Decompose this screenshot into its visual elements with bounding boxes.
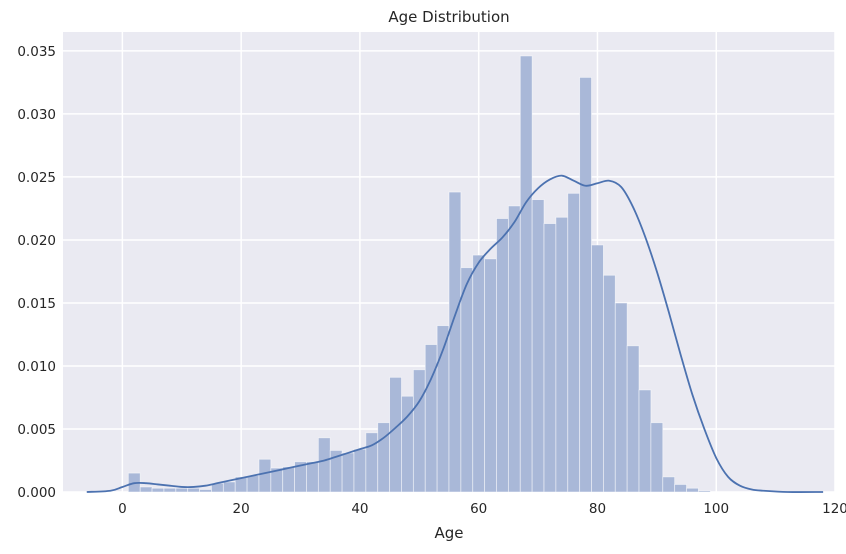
histogram-bar bbox=[222, 481, 236, 493]
histogram-bars bbox=[127, 55, 711, 493]
x-axis-title: Age bbox=[434, 524, 463, 542]
histogram-bar bbox=[389, 376, 402, 493]
histogram-bar bbox=[246, 475, 260, 493]
y-tick-label: 0.000 bbox=[17, 485, 56, 501]
y-tick-labels: 0.000 0.005 0.010 0.015 0.020 0.025 0.030 0.035 bbox=[17, 44, 56, 501]
histogram-bar bbox=[282, 466, 296, 493]
histogram-bar bbox=[686, 487, 699, 493]
histogram-bar bbox=[175, 487, 189, 493]
histogram-bar bbox=[199, 489, 212, 493]
histogram-bar bbox=[187, 487, 200, 493]
histogram-bar bbox=[603, 274, 616, 493]
y-tick-label: 0.005 bbox=[17, 422, 56, 438]
y-tick-label: 0.025 bbox=[17, 170, 56, 186]
x-tick-label: 120 bbox=[822, 501, 846, 517]
histogram-bar bbox=[579, 76, 592, 493]
histogram-bar bbox=[507, 205, 521, 493]
x-tick-label: 20 bbox=[233, 501, 250, 517]
histogram-bar bbox=[317, 437, 331, 493]
histogram-bar bbox=[412, 369, 426, 493]
histogram-bar bbox=[377, 422, 391, 493]
y-tick-label: 0.015 bbox=[17, 296, 56, 312]
histogram-bar bbox=[591, 244, 604, 493]
histogram-bar bbox=[460, 267, 474, 493]
y-tick-label: 0.030 bbox=[17, 107, 56, 123]
histogram-bar bbox=[650, 422, 664, 493]
x-tick-label: 40 bbox=[351, 501, 368, 517]
histogram-bar bbox=[163, 487, 177, 493]
histogram-bar bbox=[151, 487, 165, 493]
histogram-bar bbox=[139, 486, 153, 493]
histogram-bar bbox=[638, 389, 652, 493]
y-tick-label: 0.010 bbox=[17, 359, 56, 375]
histogram-bar bbox=[496, 218, 509, 493]
histogram-bar bbox=[698, 490, 711, 493]
chart-title: Age Distribution bbox=[388, 8, 509, 26]
histogram-bar bbox=[531, 199, 545, 493]
histogram-bar bbox=[674, 484, 687, 493]
y-tick-label: 0.035 bbox=[17, 44, 56, 60]
histogram-bar bbox=[567, 192, 581, 493]
histogram-bar bbox=[353, 448, 367, 493]
histogram-bar bbox=[448, 191, 462, 493]
histogram-bar bbox=[626, 345, 640, 493]
x-tick-labels: 0 20 40 60 80 100 120 bbox=[118, 501, 846, 517]
histogram-bar bbox=[662, 476, 676, 493]
x-tick-label: 60 bbox=[470, 501, 487, 517]
histogram-bar bbox=[258, 458, 272, 493]
histogram-bar bbox=[519, 55, 533, 493]
histogram-bar bbox=[484, 258, 497, 493]
histogram-bar bbox=[306, 461, 319, 493]
x-tick-label: 0 bbox=[118, 501, 127, 517]
histogram-bar bbox=[472, 254, 486, 493]
y-tick-label: 0.020 bbox=[17, 233, 56, 249]
histogram-bar bbox=[614, 302, 628, 493]
histogram-bar bbox=[341, 452, 355, 493]
kde-curve bbox=[86, 174, 824, 493]
x-tick-label: 80 bbox=[589, 501, 606, 517]
histogram-bar bbox=[555, 216, 569, 493]
histogram-bar bbox=[424, 344, 438, 493]
histogram-bar bbox=[543, 223, 557, 493]
x-tick-label: 100 bbox=[703, 501, 729, 517]
histogram-bar bbox=[365, 432, 379, 493]
